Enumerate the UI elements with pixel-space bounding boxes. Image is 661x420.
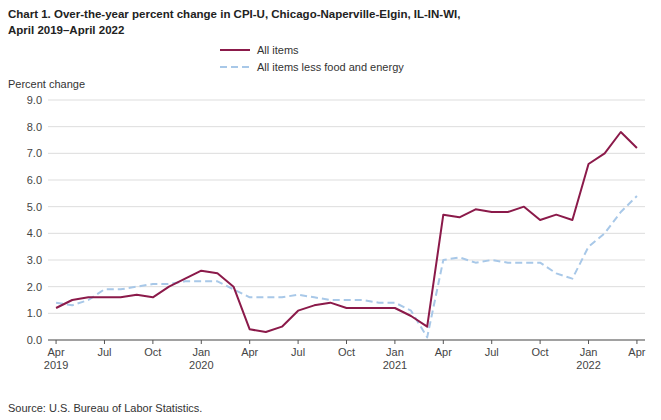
x-tick-label: Jul (97, 346, 111, 358)
grid-line (48, 233, 645, 234)
x-tick-label-line: Apr (241, 346, 258, 358)
x-tick (249, 340, 250, 344)
background (0, 0, 661, 420)
x-tick (491, 340, 492, 344)
x-tick-label-line: Jul (485, 346, 499, 358)
series-group (56, 132, 637, 337)
x-tick-label: Jan2020 (189, 346, 213, 371)
x-tick (443, 340, 444, 344)
x-tick (588, 340, 589, 344)
y-grid (48, 100, 645, 340)
title: Chart 1. Over-the-year percent change in… (8, 8, 460, 20)
x-tick-label-line: 2020 (189, 359, 213, 371)
x-tick-label-line: Jan (386, 346, 404, 358)
x-tick-label-line: Oct (532, 346, 549, 358)
x-tick-label-line: Jan (192, 346, 210, 358)
legend-swatch (220, 66, 250, 68)
x-tick-label-line: Apr (48, 346, 65, 358)
x-tick-label: Apr (628, 346, 645, 358)
x-tick (298, 340, 299, 344)
x-tick-label-line: Jul (97, 346, 111, 358)
grid-line (48, 260, 645, 261)
legend: All items All items less food and energy (220, 44, 404, 73)
grid-line (48, 100, 645, 101)
x-tick-label-line: Jan (580, 346, 598, 358)
x-tick-label: Jan2021 (383, 346, 407, 371)
x-tick-label: Jan2022 (576, 346, 600, 371)
y-tick-label: 6.0 (27, 174, 42, 186)
x-tick (201, 340, 202, 344)
x-tick-label: Jul (291, 346, 305, 358)
x-tick-label-line: Apr (628, 346, 645, 358)
grid-line (48, 286, 645, 287)
x-tick-label-line: Apr (435, 346, 452, 358)
x-tick (152, 340, 153, 344)
x-tick-label-line: 2022 (576, 359, 600, 371)
subtitle: April 2019–April 2022 (8, 24, 124, 36)
y-tick-label: 2.0 (27, 281, 42, 293)
grid-line (48, 180, 645, 181)
x-tick-label-line: 2019 (44, 359, 68, 371)
grid-line (48, 126, 645, 127)
y-tick-label: 1.0 (27, 307, 42, 319)
y-tick-label: 9.0 (27, 94, 42, 106)
grid-line (48, 153, 645, 154)
legend-label: All items (257, 44, 299, 56)
x-tick-label: Apr (435, 346, 452, 358)
y-tick-label: 3.0 (27, 254, 42, 266)
series-line (56, 132, 637, 332)
y-tick-label: 5.0 (27, 201, 42, 213)
x-tick-label: Jul (485, 346, 499, 358)
x-tick-label: Oct (338, 346, 355, 358)
x-tick-label: Apr (241, 346, 258, 358)
x-tick-label: Oct (532, 346, 549, 358)
chart: Chart 1. Over-the-year percent change in… (0, 0, 661, 420)
x-tick-label-line: Oct (144, 346, 161, 358)
annotation: Source: U.S. Bureau of Labor Statistics. (8, 402, 202, 414)
y-tick-label: 7.0 (27, 147, 42, 159)
legend-swatch (220, 49, 250, 51)
x-tick (56, 340, 57, 344)
x-tick (540, 340, 541, 344)
x-tick-label-line: Oct (338, 346, 355, 358)
grid-line (48, 313, 645, 314)
y-tick-label: 8.0 (27, 121, 42, 133)
y-tick-label: 0.0 (27, 334, 42, 346)
y-tick-label: 4.0 (27, 227, 42, 239)
y-axis-label: Percent change (8, 78, 85, 90)
x-tick-label: Oct (144, 346, 161, 358)
x-tick-label: Apr2019 (44, 346, 68, 371)
legend-label: All items less food and energy (257, 61, 404, 73)
x-tick (636, 340, 637, 344)
x-tick-label-line: Jul (291, 346, 305, 358)
grid-line (48, 206, 645, 207)
x-tick (346, 340, 347, 344)
x-tick (394, 340, 395, 344)
x-tick-label-line: 2021 (383, 359, 407, 371)
x-tick (104, 340, 105, 344)
